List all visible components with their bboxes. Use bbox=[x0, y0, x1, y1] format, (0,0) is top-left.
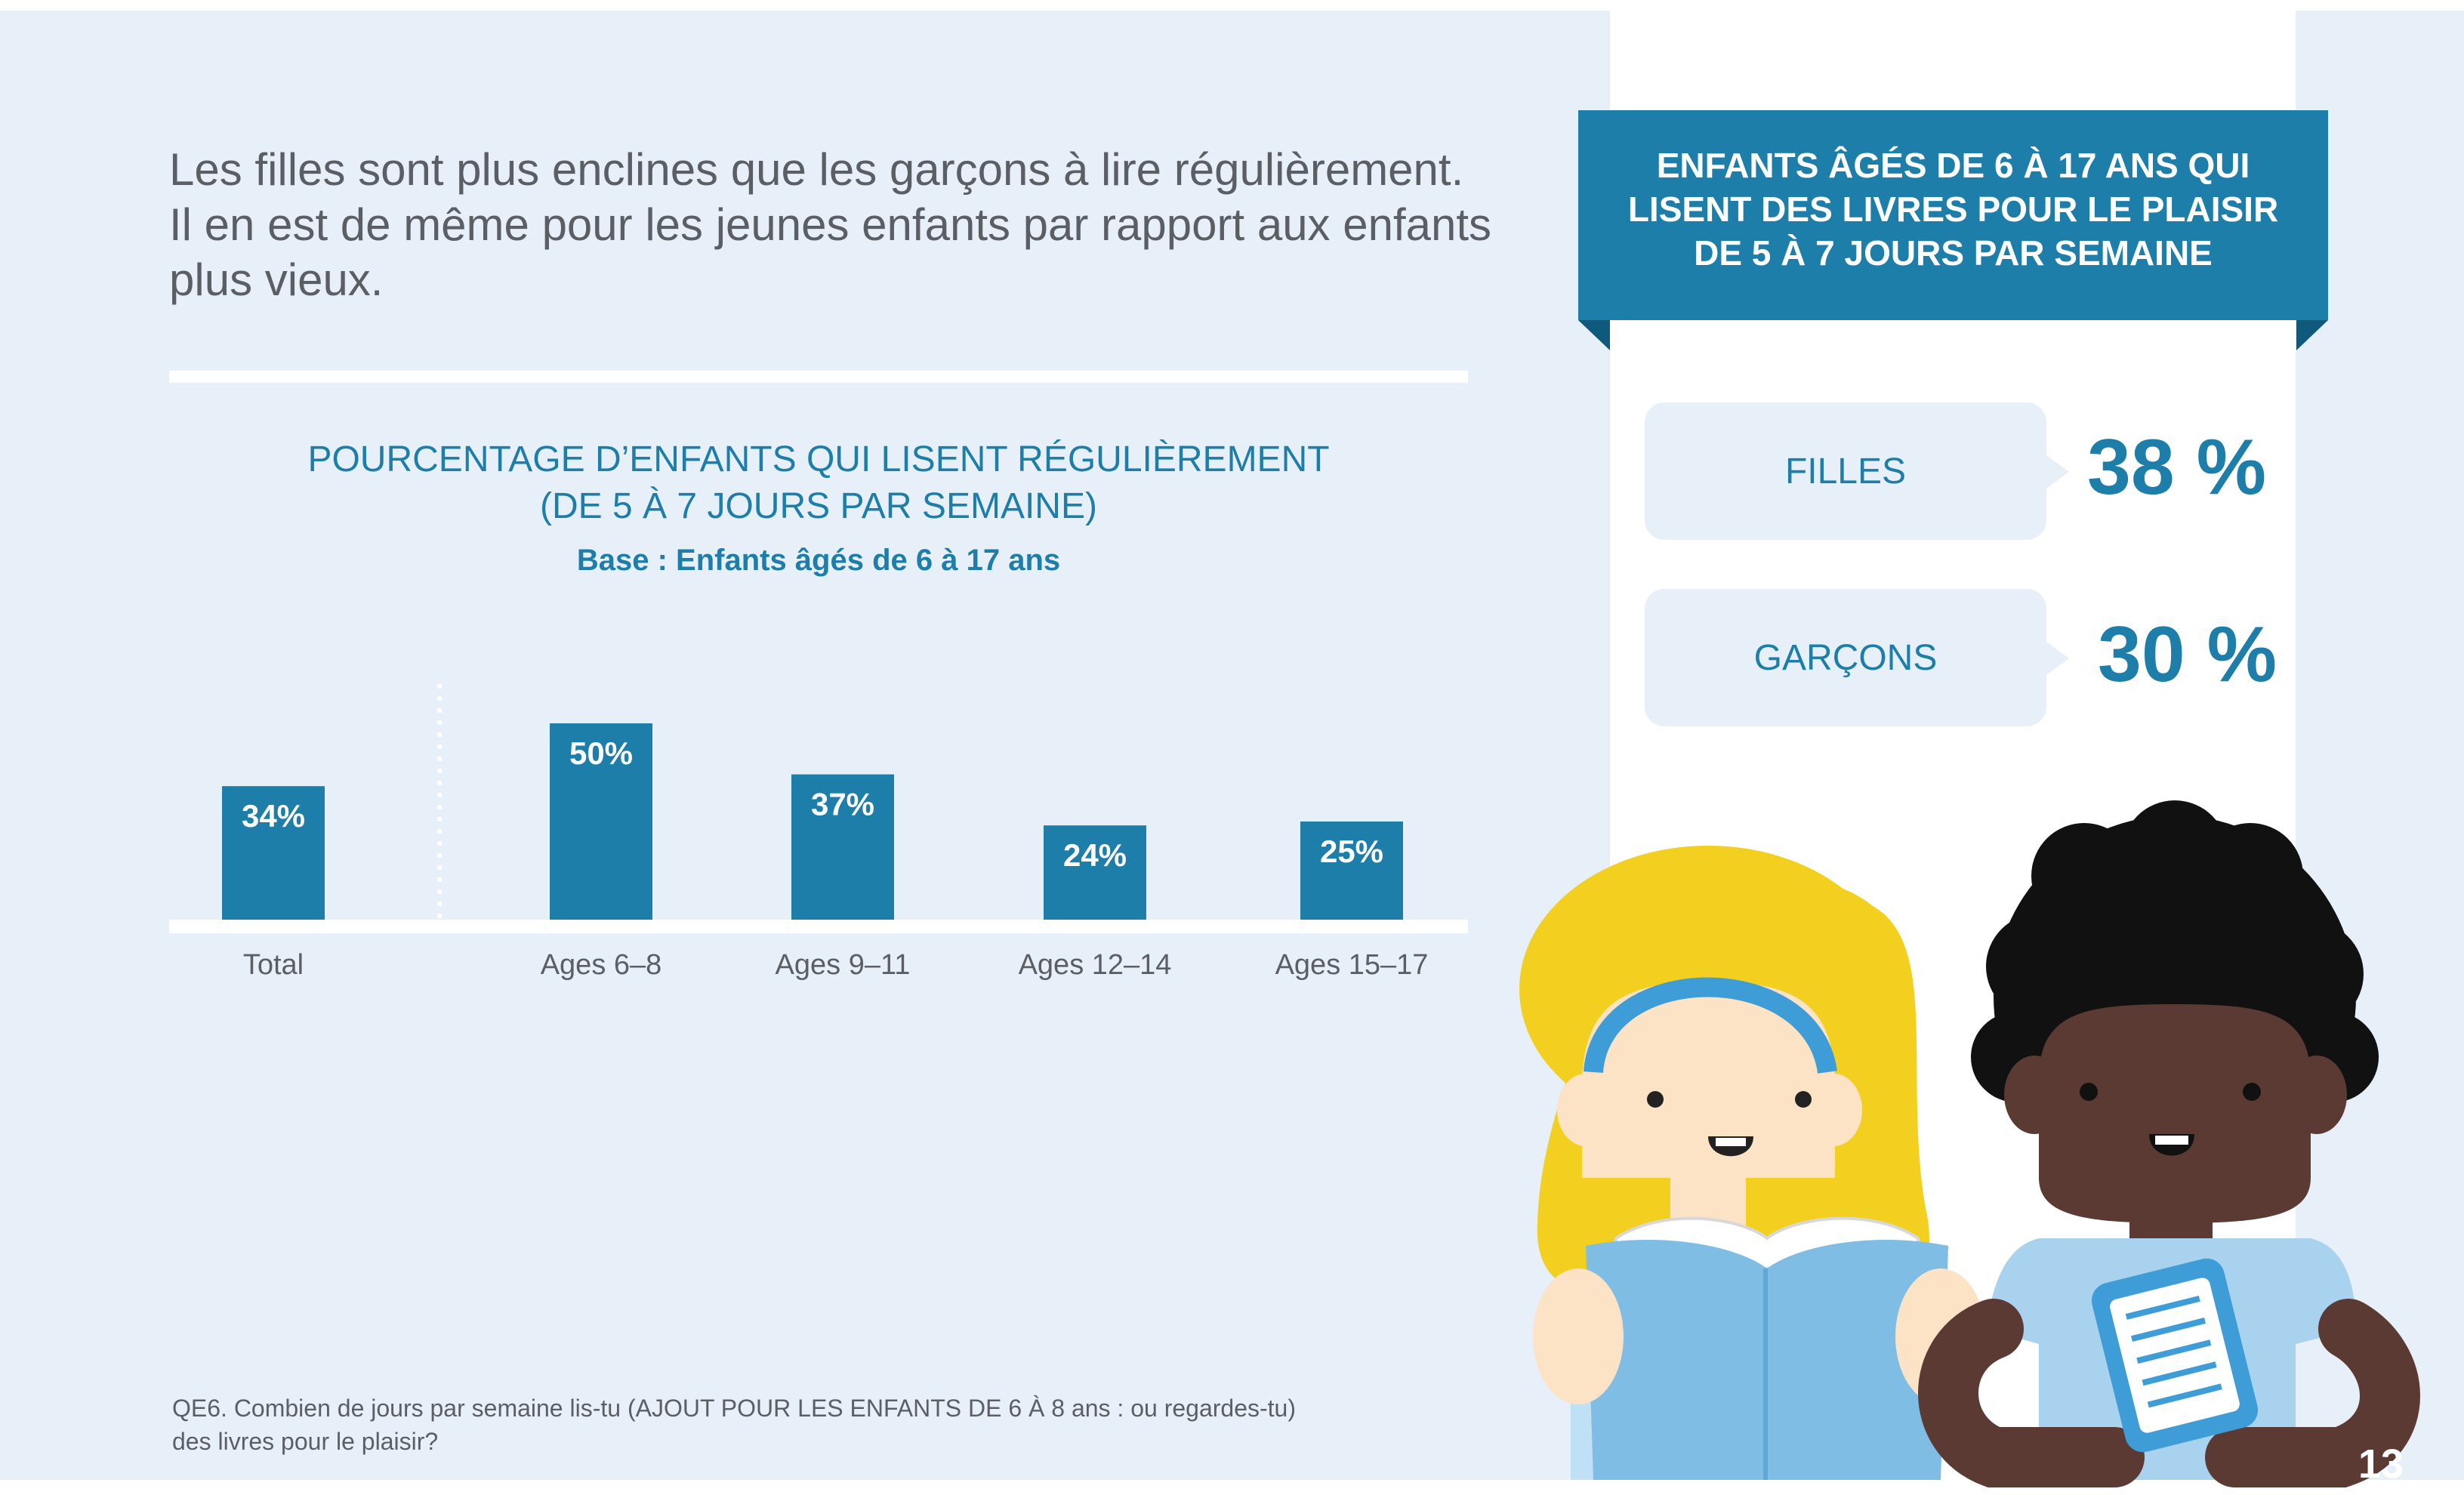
girls-value: 38 % bbox=[2087, 424, 2267, 511]
girl-hand-left bbox=[1533, 1268, 1624, 1404]
category-label-2: Ages 6–8 bbox=[541, 949, 662, 981]
banner-fold-left bbox=[1578, 320, 1610, 350]
bar-5 bbox=[1300, 821, 1403, 920]
bar-value-label-2: 50% bbox=[569, 735, 633, 771]
girl-ear-left bbox=[1557, 1074, 1614, 1146]
bar-value-label-3: 37% bbox=[811, 787, 874, 822]
girl-hair-tuft bbox=[1616, 860, 1691, 883]
boy-reading-illustration bbox=[1918, 800, 2420, 1487]
bar-value-label-5: 25% bbox=[1320, 834, 1383, 869]
girl-eye-right bbox=[1795, 1091, 1812, 1108]
bar-4 bbox=[1044, 825, 1146, 920]
left-panel bbox=[0, 11, 1610, 1480]
boys-stat-box: GARÇONS bbox=[1645, 589, 2069, 726]
chart-baseline bbox=[169, 920, 1468, 933]
footnote-line-1: QE6. Combien de jours par semaine lis-tu… bbox=[172, 1395, 1296, 1422]
boy-arm-left bbox=[1918, 1299, 2145, 1487]
category-label-1: Total bbox=[243, 949, 304, 981]
girl-tooth bbox=[1716, 1138, 1746, 1146]
girls-stat-box: FILLES bbox=[1645, 402, 2069, 540]
headline-line-2: Il en est de même pour les jeunes enfant… bbox=[169, 199, 1492, 250]
category-label-5: Ages 15–17 bbox=[1275, 949, 1429, 981]
banner-fold-right bbox=[2296, 320, 2328, 350]
girl-reading-illustration bbox=[1519, 846, 1986, 1480]
headline-divider bbox=[169, 371, 1468, 383]
bar-1 bbox=[222, 786, 325, 920]
bar-3 bbox=[791, 774, 894, 920]
girl-ear-right bbox=[1805, 1074, 1862, 1146]
bar-value-label-1: 34% bbox=[242, 798, 305, 834]
category-label-4: Ages 12–14 bbox=[1019, 949, 1172, 981]
chart-title: POURCENTAGE D’ENFANTS QUI LISENT RÉGULIÈ… bbox=[169, 436, 1468, 530]
banner-line-2: LISENT DES LIVRES POUR LE PLAISIR bbox=[1627, 190, 2279, 229]
banner-box: ENFANTS ÂGÉS DE 6 À 17 ANS QUI LISENT DE… bbox=[1578, 110, 2328, 320]
girl-headband bbox=[1584, 977, 1837, 1074]
bar-value-label-4: 24% bbox=[1063, 837, 1127, 873]
boy-face bbox=[2039, 1004, 2311, 1223]
headline: Les filles sont plus enclines que les ga… bbox=[169, 142, 1513, 307]
chart-title-line-1: POURCENTAGE D’ENFANTS QUI LISENT RÉGULIÈ… bbox=[307, 439, 1330, 479]
banner-line-1: ENFANTS ÂGÉS DE 6 À 17 ANS QUI bbox=[1656, 146, 2250, 185]
headline-line-1: Les filles sont plus enclines que les ga… bbox=[169, 144, 1464, 195]
chart-subtitle: Base : Enfants âgés de 6 à 17 ans bbox=[576, 544, 1061, 577]
chart-title-line-2: (DE 5 À 7 JOURS PAR SEMAINE) bbox=[540, 486, 1097, 526]
page-number: 13 bbox=[2358, 1441, 2404, 1487]
boy-tooth bbox=[2155, 1136, 2188, 1145]
category-label-3: Ages 9–11 bbox=[776, 949, 911, 981]
boys-value: 30 % bbox=[2098, 611, 2277, 698]
boy-ear-left bbox=[2004, 1056, 2065, 1134]
footnote-line-2: des livres pour le plaisir? bbox=[172, 1428, 439, 1455]
boy-ear-right bbox=[2287, 1056, 2347, 1134]
girl-eye-left bbox=[1647, 1091, 1664, 1108]
bar-2 bbox=[550, 723, 652, 920]
boys-label: GARÇONS bbox=[1753, 637, 1938, 678]
headline-line-3: plus vieux. bbox=[169, 254, 384, 305]
banner: ENFANTS ÂGÉS DE 6 À 17 ANS QUI LISENT DE… bbox=[1578, 110, 2328, 352]
boy-arm-right bbox=[2205, 1299, 2420, 1487]
girls-label: FILLES bbox=[1784, 451, 1907, 492]
banner-line-3: DE 5 À 7 JOURS PAR SEMAINE bbox=[1694, 233, 2213, 273]
boy-eye-right bbox=[2243, 1083, 2261, 1101]
girl-face bbox=[1582, 982, 1835, 1178]
boy-eye-left bbox=[2080, 1083, 2098, 1101]
footnote: QE6. Combien de jours par semaine lis-tu… bbox=[172, 1392, 1456, 1458]
